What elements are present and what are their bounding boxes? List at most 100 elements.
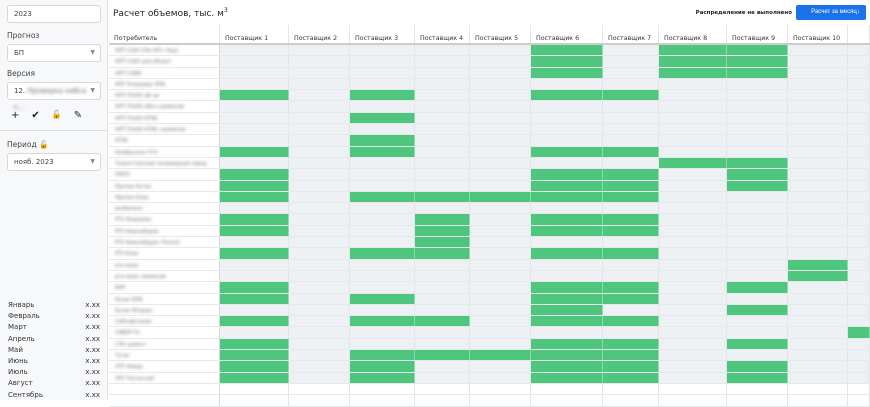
empty-cell[interactable] bbox=[220, 67, 289, 78]
filled-cell[interactable] bbox=[350, 248, 415, 259]
filled-cell[interactable] bbox=[603, 372, 659, 383]
empty-cell[interactable] bbox=[727, 293, 788, 304]
filled-cell[interactable] bbox=[727, 338, 788, 350]
empty-cell[interactable] bbox=[727, 225, 788, 237]
empty-cell[interactable] bbox=[727, 237, 788, 248]
empty-cell[interactable] bbox=[220, 203, 289, 214]
empty-cell[interactable] bbox=[788, 67, 848, 78]
filled-cell[interactable] bbox=[220, 180, 289, 191]
filled-cell[interactable] bbox=[531, 67, 603, 78]
empty-cell[interactable] bbox=[350, 304, 415, 316]
empty-cell[interactable] bbox=[350, 101, 415, 112]
empty-cell[interactable] bbox=[350, 338, 415, 350]
empty-cell[interactable] bbox=[788, 112, 848, 124]
empty-cell[interactable] bbox=[603, 304, 659, 316]
header-supplier[interactable]: Поставщик 3 bbox=[350, 25, 415, 43]
empty-cell[interactable] bbox=[788, 316, 848, 327]
empty-cell[interactable] bbox=[727, 124, 788, 135]
empty-cell[interactable] bbox=[415, 56, 470, 67]
empty-cell[interactable] bbox=[659, 101, 727, 112]
empty-cell[interactable] bbox=[848, 135, 870, 146]
filled-cell[interactable] bbox=[603, 316, 659, 327]
empty-cell[interactable] bbox=[848, 361, 870, 372]
empty-cell[interactable] bbox=[727, 248, 788, 259]
filled-cell[interactable] bbox=[531, 304, 603, 316]
empty-cell[interactable] bbox=[788, 203, 848, 214]
filled-cell[interactable] bbox=[603, 90, 659, 101]
empty-cell[interactable] bbox=[788, 293, 848, 304]
empty-cell[interactable] bbox=[848, 90, 870, 101]
empty-cell[interactable] bbox=[659, 293, 727, 304]
filled-cell[interactable] bbox=[531, 282, 603, 293]
empty-cell[interactable] bbox=[350, 270, 415, 282]
filled-cell[interactable] bbox=[531, 225, 603, 237]
empty-cell[interactable] bbox=[788, 327, 848, 338]
empty-cell[interactable] bbox=[848, 191, 870, 203]
empty-cell[interactable] bbox=[727, 327, 788, 338]
empty-cell[interactable] bbox=[727, 146, 788, 157]
empty-cell[interactable] bbox=[470, 203, 531, 214]
empty-cell[interactable] bbox=[603, 135, 659, 146]
empty-cell[interactable] bbox=[788, 304, 848, 316]
empty-cell[interactable] bbox=[531, 124, 603, 135]
filled-cell[interactable] bbox=[220, 338, 289, 350]
empty-cell[interactable] bbox=[415, 146, 470, 157]
empty-cell[interactable] bbox=[788, 78, 848, 90]
filled-cell[interactable] bbox=[415, 350, 470, 361]
empty-cell[interactable] bbox=[470, 248, 531, 259]
empty-cell[interactable] bbox=[415, 338, 470, 350]
filled-cell[interactable] bbox=[531, 248, 603, 259]
empty-cell[interactable] bbox=[659, 169, 727, 180]
empty-cell[interactable] bbox=[848, 338, 870, 350]
year-input[interactable]: 2023 bbox=[7, 5, 101, 23]
empty-cell[interactable] bbox=[603, 78, 659, 90]
empty-cell[interactable] bbox=[220, 327, 289, 338]
empty-cell[interactable] bbox=[603, 259, 659, 270]
empty-cell[interactable] bbox=[289, 361, 350, 372]
empty-cell[interactable] bbox=[289, 350, 350, 361]
unlock-icon[interactable]: 🔓 bbox=[39, 140, 49, 149]
empty-cell[interactable] bbox=[470, 146, 531, 157]
empty-cell[interactable] bbox=[659, 203, 727, 214]
empty-cell[interactable] bbox=[289, 259, 350, 270]
filled-cell[interactable] bbox=[531, 338, 603, 350]
empty-cell[interactable] bbox=[470, 90, 531, 101]
empty-cell[interactable] bbox=[659, 90, 727, 101]
empty-cell[interactable] bbox=[659, 350, 727, 361]
empty-cell[interactable] bbox=[220, 112, 289, 124]
empty-cell[interactable] bbox=[415, 259, 470, 270]
empty-cell[interactable] bbox=[848, 316, 870, 327]
empty-cell[interactable] bbox=[350, 259, 415, 270]
empty-cell[interactable] bbox=[788, 146, 848, 157]
filled-cell[interactable] bbox=[727, 372, 788, 383]
empty-cell[interactable] bbox=[788, 372, 848, 383]
empty-cell[interactable] bbox=[289, 304, 350, 316]
filled-cell[interactable] bbox=[603, 293, 659, 304]
empty-cell[interactable] bbox=[289, 78, 350, 90]
empty-cell[interactable] bbox=[289, 191, 350, 203]
filled-cell[interactable] bbox=[531, 372, 603, 383]
empty-cell[interactable] bbox=[788, 169, 848, 180]
filled-cell[interactable] bbox=[531, 316, 603, 327]
empty-cell[interactable] bbox=[289, 124, 350, 135]
empty-cell[interactable] bbox=[531, 112, 603, 124]
empty-cell[interactable] bbox=[289, 135, 350, 146]
filled-cell[interactable] bbox=[659, 45, 727, 56]
empty-cell[interactable] bbox=[788, 338, 848, 350]
empty-cell[interactable] bbox=[788, 282, 848, 293]
empty-cell[interactable] bbox=[289, 372, 350, 383]
empty-cell[interactable] bbox=[531, 203, 603, 214]
empty-cell[interactable] bbox=[220, 304, 289, 316]
empty-cell[interactable] bbox=[470, 157, 531, 169]
empty-cell[interactable] bbox=[350, 56, 415, 67]
header-supplier[interactable] bbox=[848, 25, 870, 43]
empty-cell[interactable] bbox=[603, 112, 659, 124]
empty-cell[interactable] bbox=[788, 101, 848, 112]
header-supplier[interactable]: Поставщик 2 bbox=[289, 25, 350, 43]
plus-icon[interactable]: + bbox=[11, 110, 20, 121]
empty-cell[interactable] bbox=[220, 237, 289, 248]
filled-cell[interactable] bbox=[220, 191, 289, 203]
empty-cell[interactable] bbox=[470, 361, 531, 372]
filled-cell[interactable] bbox=[727, 282, 788, 293]
empty-cell[interactable] bbox=[848, 214, 870, 225]
